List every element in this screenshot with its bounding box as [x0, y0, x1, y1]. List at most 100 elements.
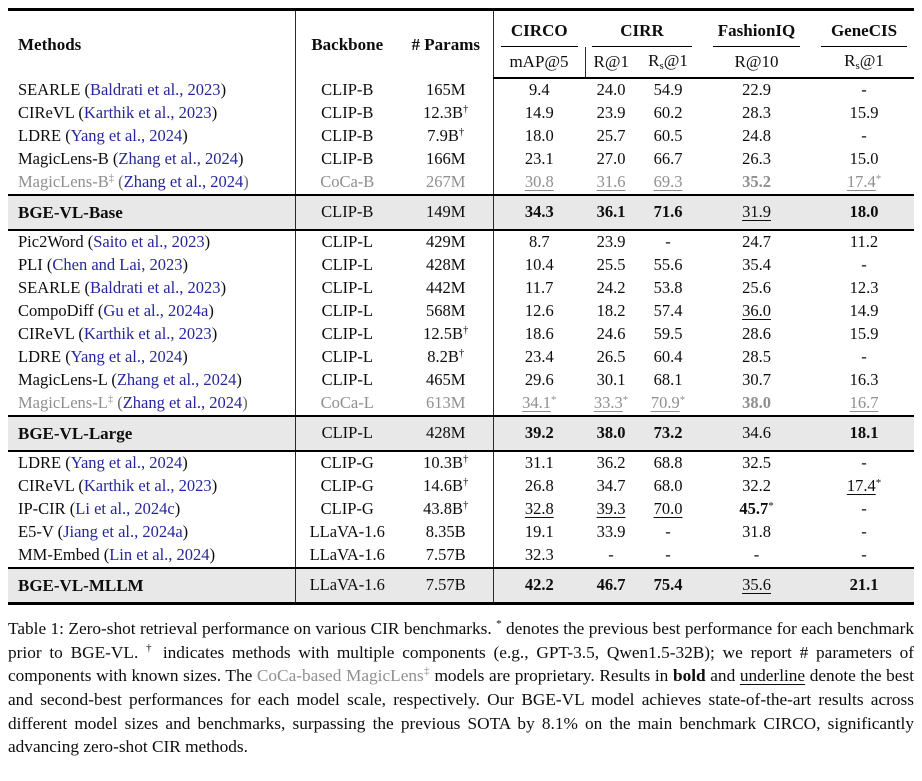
citation-link[interactable]: Karthik et al., 2023 [83, 103, 212, 123]
params-cell: 12.5B† [399, 323, 494, 346]
method-cell: BGE-VL-Base [8, 194, 296, 231]
caption-segment: and [705, 666, 740, 686]
metric-cell: 25.5 [596, 255, 626, 275]
params-cell: 43.8B† [399, 498, 494, 521]
metric-cell: 55.6 [653, 255, 683, 275]
metric-cell: 17.4* [846, 476, 882, 496]
citation-link[interactable]: Jiang et al., 2024a [63, 522, 183, 542]
citation-link[interactable]: Chen and Lai, 2023 [52, 255, 183, 275]
citation-link[interactable]: Yang et al., 2024 [70, 453, 183, 473]
backbone-cell: CLIP-B [321, 79, 374, 99]
metric-cell: 32.3 [524, 545, 554, 565]
backbone-cell: CLIP-B [295, 194, 399, 231]
caption-segment: models are proprietary. Results in [429, 666, 673, 686]
metric-subheader: mAP@5 [493, 47, 586, 79]
table-row: LDRE (Yang et al., 2024) CLIP-G 10.3B† 31.1… [8, 451, 914, 475]
metric-cell: 24.8 [742, 126, 771, 146]
metric-cell: - [861, 499, 867, 519]
results-table: Methods Backbone # Params CIRCO CIRR Fas… [8, 8, 915, 605]
metric-cell: 57.4 [653, 301, 683, 321]
metric-cell: 42.2 [493, 567, 585, 605]
metric-cell: 32.5 [742, 453, 771, 473]
citation-link[interactable]: Saito et al., 2023 [93, 232, 205, 252]
metric-cell: 68.1 [653, 370, 683, 390]
metric-cell: 22.9 [742, 80, 771, 100]
caption-segment: ‡ [423, 665, 430, 678]
method-cell: CompoDiff (Gu et al., 2024a) [8, 300, 296, 323]
params-cell: 428M [399, 415, 494, 452]
table-caption: Table 1: Zero-shot retrieval performance… [8, 617, 914, 759]
metric-cell: 8.7 [528, 232, 550, 252]
metric-cell: 18.1 [814, 415, 915, 452]
caption-segment: indicates methods with multiple componen… [8, 642, 915, 686]
table-section: Pic2Word (Saito et al., 2023) CLIP-L 429M 8… [8, 230, 915, 452]
citation-link[interactable]: Karthik et al., 2023 [83, 324, 212, 344]
metric-cell: 19.1 [524, 522, 554, 542]
metric-cell: 59.5 [653, 324, 683, 344]
metric-cell: 23.9 [596, 232, 626, 252]
metric-cell: 28.5 [742, 347, 771, 367]
metric-cell: 11.7 [525, 278, 554, 298]
backbone-cell: CLIP-B [321, 126, 374, 146]
table-row: MM-Embed (Lin et al., 2024) LLaVA-1.6 7.57… [8, 544, 914, 568]
metric-cell: 53.8 [653, 278, 683, 298]
backbone-cell: CLIP-L [321, 278, 373, 298]
metric-cell: 23.1 [524, 149, 554, 169]
citation-link[interactable]: Lin et al., 2024 [109, 545, 210, 565]
group-header-fashioniq: FashionIQ [699, 10, 814, 47]
metric-cell: - [861, 255, 867, 275]
metric-cell: 26.3 [742, 149, 771, 169]
metric-cell: 71.6 [637, 194, 700, 231]
metric-cell: 30.1 [596, 370, 626, 390]
group-header-cirr: CIRR [585, 10, 699, 47]
citation-link[interactable]: Gu et al., 2024a [103, 301, 209, 321]
params-cell: 568M [399, 300, 494, 323]
method-cell: BGE-VL-MLLM [8, 567, 296, 605]
metric-cell: 10.4 [524, 255, 554, 275]
params-cell: 7.57B [399, 567, 494, 605]
metric-cell: 32.8 [524, 499, 554, 519]
params-cell: 465M [399, 369, 494, 392]
backbone-cell: CLIP-L [295, 415, 399, 452]
params-cell: 149M [399, 194, 494, 231]
params-cell: 12.3B† [399, 102, 494, 125]
metric-cell: 24.2 [596, 278, 626, 298]
params-cell: 7.57B [399, 544, 494, 568]
metric-cell: - [861, 522, 867, 542]
citation-link[interactable]: Zhang et al., 2024 [122, 393, 243, 413]
method-cell: PLI (Chen and Lai, 2023) [8, 254, 296, 277]
metric-subheader: Rs@1 [637, 47, 700, 79]
method-cell: SEARLE (Baldrati et al., 2023) [8, 277, 296, 300]
metric-cell: 73.2 [637, 415, 700, 452]
citation-link[interactable]: Zhang et al., 2024 [116, 370, 237, 390]
backbone-cell: LLaVA-1.6 [309, 545, 385, 565]
params-cell: 10.3B† [399, 451, 494, 475]
method-cell: CIReVL (Karthik et al., 2023) [8, 475, 296, 498]
metric-cell: 18.2 [596, 301, 626, 321]
citation-link[interactable]: Karthik et al., 2023 [83, 476, 212, 496]
method-cell: LDRE (Yang et al., 2024) [8, 125, 296, 148]
metric-cell: - [665, 522, 671, 542]
citation-link[interactable]: Zhang et al., 2024 [118, 149, 238, 169]
citation-link[interactable]: Zhang et al., 2024 [123, 172, 244, 192]
backbone-cell: CLIP-G [320, 499, 374, 519]
citation-link[interactable]: Baldrati et al., 2023 [89, 278, 221, 298]
method-cell: E5-V (Jiang et al., 2024a) [8, 521, 296, 544]
metric-cell: 15.9 [849, 324, 879, 344]
metric-cell: 45.7* [739, 499, 774, 519]
params-cell: 14.6B† [399, 475, 494, 498]
table-row: MagicLens-L‡ (Zhang et al., 2024) CoCa-L 6… [8, 392, 914, 416]
metric-cell: 25.6 [742, 278, 771, 298]
citation-link[interactable]: Baldrati et al., 2023 [89, 79, 221, 99]
citation-link[interactable]: Yang et al., 2024 [70, 126, 183, 146]
metric-cell: 35.4 [742, 255, 771, 275]
metric-cell: 29.6 [524, 370, 554, 390]
metric-subheader: R@10 [699, 47, 815, 79]
citation-link[interactable]: Li et al., 2024c [75, 499, 175, 519]
metric-cell: 33.3* [593, 393, 629, 413]
table-section: LDRE (Yang et al., 2024) CLIP-G 10.3B† 31.1… [8, 451, 915, 605]
params-cell: 8.2B† [399, 346, 494, 369]
metric-cell: 32.2 [742, 476, 771, 496]
citation-link[interactable]: Yang et al., 2024 [70, 347, 183, 367]
method-cell: BGE-VL-Large [8, 415, 296, 452]
